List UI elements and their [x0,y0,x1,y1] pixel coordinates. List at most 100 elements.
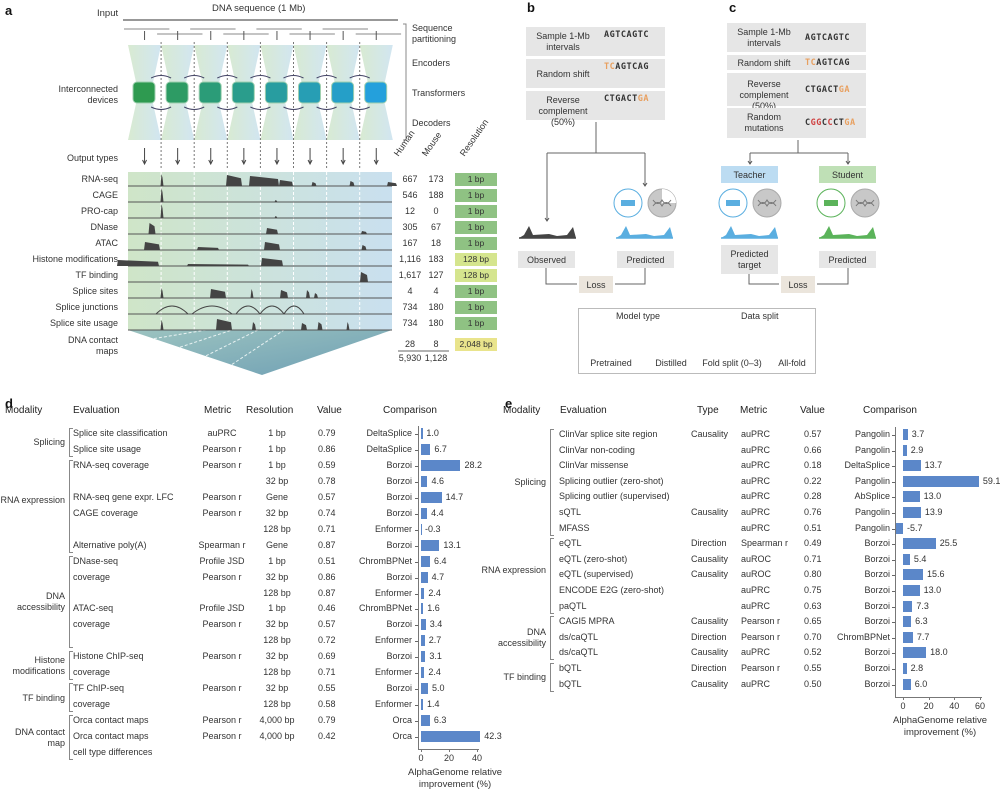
column-header: Modality [5,405,43,416]
improvement-bar [903,460,921,472]
student-track [819,226,876,238]
track-label-5: Histone modifications [32,254,118,264]
bar-value-label: 6.0 [914,678,928,689]
chart-x-axis [895,697,982,698]
improvement-bar [903,663,907,674]
augmentation-step-box [727,73,866,106]
track-label-2: PRO-cap [80,206,118,216]
table-cell-evaluation: Histone ChIP-seq [73,651,144,662]
augmentation-step-label: Random shift [737,57,791,68]
output-arrowhead [274,159,280,166]
axis-tick [415,434,418,435]
bar-value-label: 3.1 [429,651,442,662]
group-bracket [69,428,73,457]
bar-value-label: 1.4 [426,699,440,710]
track-peak [160,204,164,218]
improvement-bar [421,603,424,615]
table-cell-comparison: Borzoi [864,647,890,658]
augmentation-step-label: Reverse complement (50%) [739,78,789,111]
table-cell-evaluation: Splice site classification [73,428,168,438]
axis-tick [892,637,895,639]
track-human-count: 167 [402,238,418,248]
sequence-text: AGTCAGTC [604,30,649,40]
output-arrowhead [340,159,346,166]
predicted-box [617,251,674,268]
table-cell-comparison: DeltaSplice [366,443,412,454]
x-tick [477,749,478,752]
track-peak [226,175,242,186]
bar-value-label: 1.6 [427,603,440,614]
table-cell-metric: auPRC [207,428,237,438]
sequence-fragment: TC [604,62,616,72]
table-cell-value: 0.78 [318,475,336,486]
table-cell-comparison: Orca [392,731,412,742]
track-human-count: 734 [402,318,418,328]
table-cell-value: 0.79 [318,715,336,726]
table-cell-value: 0.46 [318,603,336,614]
table-cell-comparison: Enformer [374,635,412,646]
all-fold-icon [850,188,880,218]
table-cell-value: 0.87 [318,539,336,550]
axis-tick [892,559,895,561]
table-cell-comparison: Pangolin [854,429,890,439]
track-label-8: Splice junctions [55,302,118,312]
bar-value-label: 5.0 [432,683,445,694]
splice-junction-arc [283,305,305,315]
table-cell-value: 0.87 [318,587,336,598]
table-cell-evaluation: CAGE coverage [73,507,139,518]
legend-item-0: Pretrained [590,358,632,368]
table-cell-comparison: Enformer [374,667,412,678]
table-cell-evaluation: bQTL [559,663,582,673]
output-arrowhead [307,159,313,166]
track-human-count: 4 [407,286,413,296]
table-cell-type: Direction [691,663,727,673]
output-arrowhead [208,159,214,166]
track-peak [249,176,279,186]
table-cell-resolution: 4,000 bp [259,731,295,742]
table-cell-value: 0.59 [318,459,336,470]
table-cell-evaluation: coverage [73,619,111,630]
splice-junction-arc [191,305,233,315]
table-cell-comparison: Borzoi [386,491,412,502]
modality-label: DNA accessibility [16,590,65,612]
sequence-fragment: CT [833,118,845,128]
track-peak [346,322,350,330]
x-tick [928,697,930,700]
bar-value-label: 13.1 [443,539,461,550]
contact-map-triangle [128,330,392,375]
axis-tick [415,625,418,627]
chart-x-axis [418,749,479,750]
track-peak [210,289,226,298]
track-peak [274,200,278,202]
x-tick [903,697,904,700]
table-cell-resolution: Gene [265,491,289,502]
fold-split-cutout [662,189,676,203]
sequence-fragment: C [805,118,811,128]
table-cell-metric: Pearson r [202,731,242,742]
sequence-fragment: AGTCAG [816,57,850,68]
group-bracket [69,715,73,760]
axis-tick [892,575,895,577]
axis-tick [415,577,418,579]
interconnect-arrow [349,75,370,110]
axis-tick [415,561,418,563]
bar-value-label: 4.6 [431,475,444,486]
table-cell-value: 0.76 [804,507,822,517]
table-cell-value: 0.51 [318,555,336,566]
table-cell-value: 0.52 [804,647,822,658]
table-cell-metric: auROC [741,569,772,580]
table-cell-comparison: ChromBPNet [358,555,412,566]
improvement-bar [903,600,913,612]
x-tick [954,697,956,700]
track-resolution-badge: 2,048 bp [455,338,497,351]
group-bracket [69,459,73,553]
stage-transformers: Transformers [412,88,466,98]
table-cell-type: Causality [691,429,729,439]
interconnect-arrow [217,75,238,110]
device-box [231,81,255,104]
observed-box-text: Observed [526,254,567,265]
augmentation-step-box [727,55,866,70]
device-box [331,81,355,104]
sequence-fragment: AGTCAGTC [604,30,649,40]
table-cell-resolution: 32 bp [265,683,289,694]
